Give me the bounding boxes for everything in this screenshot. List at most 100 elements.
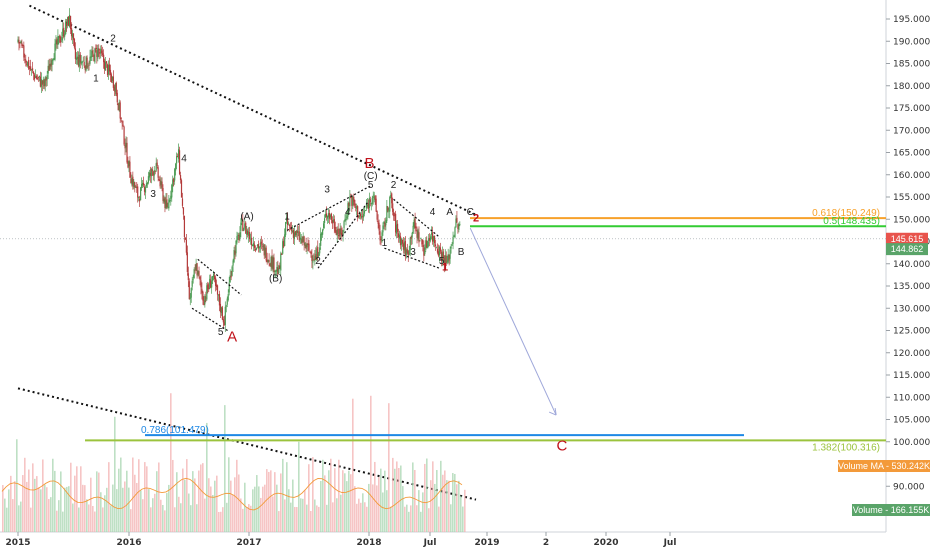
candle-body [288, 225, 291, 227]
volume-bar [432, 461, 434, 532]
candle-body [371, 197, 373, 205]
candle-body [143, 186, 146, 192]
volume-bar [248, 504, 250, 532]
candle-body [287, 223, 290, 225]
wave-label: B [458, 247, 465, 258]
volume-bar [430, 480, 432, 532]
volume-bar [216, 475, 218, 532]
candle-body [437, 251, 440, 256]
candle-body [171, 184, 173, 198]
candle-body [341, 232, 343, 236]
volume-bar [274, 472, 276, 532]
candle-body [335, 230, 337, 235]
volume-bar [336, 498, 338, 532]
volume-bar [122, 487, 124, 532]
candle-body [18, 39, 20, 44]
candle-body [29, 67, 31, 69]
volume-bar [36, 476, 38, 532]
candle-body [327, 213, 330, 217]
volume-bar [436, 470, 438, 532]
candle-body [451, 244, 453, 246]
candle-body [118, 102, 120, 111]
volume-bar [308, 464, 310, 532]
candle-body [67, 17, 69, 26]
candle-body [358, 215, 360, 218]
volume-bar [218, 511, 220, 532]
candle-body [245, 222, 247, 234]
candle-body [422, 245, 424, 247]
volume-bar [58, 500, 60, 532]
volume-bar [382, 492, 384, 532]
volume-bar [464, 489, 466, 532]
candle-body [373, 194, 375, 196]
candle-body [458, 224, 460, 230]
candle-body [266, 259, 268, 262]
candle-body [165, 200, 167, 209]
candle-body [426, 240, 428, 248]
candle-body [120, 117, 122, 120]
candle-body [54, 43, 56, 60]
candle-body [278, 265, 280, 273]
candle-body [38, 75, 41, 78]
candle-body [433, 235, 436, 244]
volume-bar [196, 504, 198, 532]
candle-body [60, 41, 62, 43]
candle-body [232, 260, 234, 266]
candle-body [43, 80, 45, 87]
candle-body [450, 246, 452, 249]
volume-bar [440, 460, 442, 532]
volume-bar [244, 482, 246, 532]
volume-bar [350, 474, 352, 532]
candle-body [340, 228, 342, 235]
candle-body [160, 180, 162, 185]
candle-body [255, 247, 258, 250]
candle-body [128, 160, 130, 167]
candle-body [213, 275, 216, 280]
candle-body [63, 27, 65, 37]
candle-body [168, 199, 170, 209]
volume-tag-label: Volume - 166.155K [853, 505, 930, 515]
volume-bar [214, 480, 216, 532]
volume-bar [276, 484, 278, 532]
candle-body [311, 255, 313, 261]
candle-body [385, 219, 387, 226]
candle-body [62, 28, 64, 37]
candle-body [366, 204, 368, 207]
candle-body [251, 244, 254, 246]
volume-bar [112, 484, 114, 532]
candle-body [150, 168, 152, 177]
volume-bar [412, 462, 414, 532]
volume-bar [188, 493, 190, 532]
candle-body [338, 234, 340, 237]
volume-bar [404, 506, 406, 532]
candle-body [68, 14, 71, 27]
candle-body [46, 74, 48, 80]
candle-body [47, 65, 49, 74]
volume-bar [158, 462, 160, 532]
candle-body [412, 225, 414, 234]
candle-body [134, 182, 136, 188]
volume-bar [120, 457, 122, 532]
candle-body [101, 50, 103, 54]
candle-body [208, 288, 210, 290]
candle-body [56, 39, 58, 45]
candle-body [387, 207, 389, 211]
volume-bar [438, 506, 440, 532]
candle-body [372, 196, 374, 198]
volume-bar [284, 499, 286, 532]
volume-bar [130, 509, 132, 532]
candle-body [155, 163, 157, 171]
candle-body [452, 236, 454, 244]
candle-body [416, 229, 418, 238]
volume-bar [458, 480, 460, 532]
candle-body [75, 57, 77, 60]
candle-body [184, 237, 186, 240]
candle-body [395, 213, 397, 233]
volume-bar [18, 505, 20, 532]
candle-body [312, 260, 314, 263]
volume-bar [156, 471, 158, 532]
candle-body [222, 319, 224, 323]
volume-bar [14, 481, 16, 532]
candle-body [368, 197, 370, 209]
